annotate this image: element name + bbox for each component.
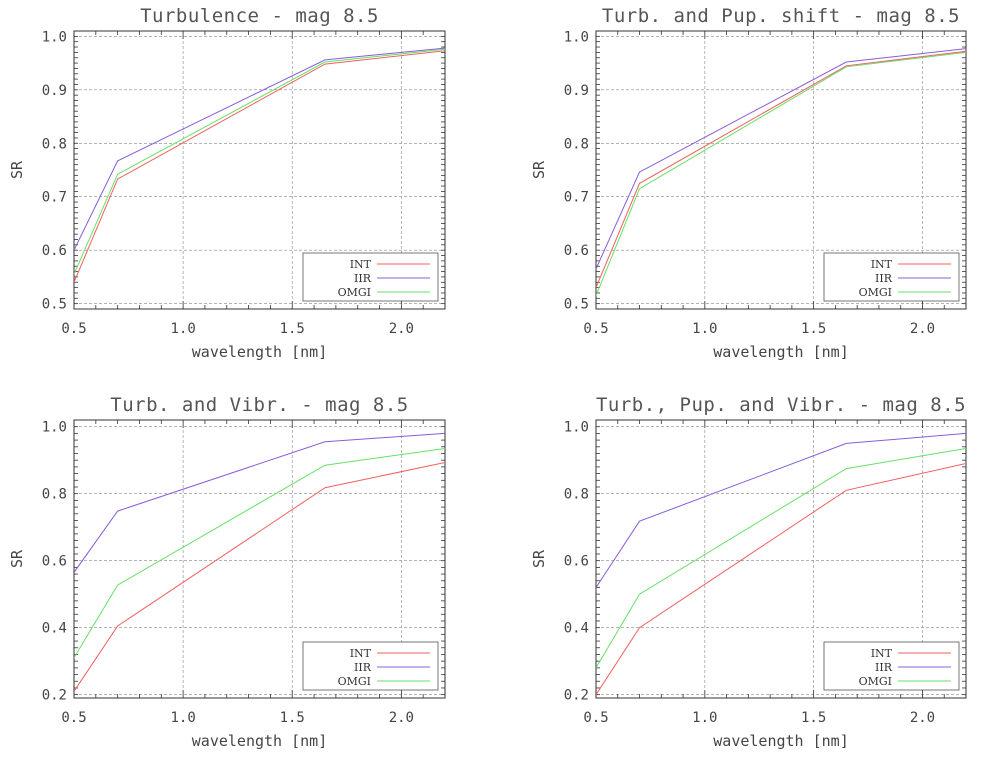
legend-label-omgi: OMGI (338, 675, 371, 688)
x-tick-label: 2.0 (910, 321, 935, 337)
series-group (74, 432, 445, 692)
chart-title: Turb., Pup. and Vibr. - mag 8.5 (596, 394, 966, 416)
y-tick-label: 0.5 (42, 297, 67, 313)
legend-label-iir: IIR (875, 661, 893, 674)
chart-title: Turb. and Vibr. - mag 8.5 (110, 394, 408, 416)
y-axis-label: SR (8, 549, 26, 568)
y-tick-label: 0.2 (42, 688, 67, 704)
x-tick-label: 1.0 (170, 710, 195, 726)
chart-panel-4: Turb., Pup. and Vibr. - mag 8.5 0.5 1.0 1.5… (530, 394, 967, 750)
x-tick-label: 2.0 (910, 710, 935, 726)
y-tick-label: 0.8 (42, 136, 67, 152)
series-line-int (74, 50, 445, 283)
series-group (596, 48, 966, 296)
series-line-iir (74, 47, 445, 251)
y-tick-label: 0.2 (564, 688, 589, 704)
x-axis-label: wavelength [nm] (192, 343, 327, 361)
y-tick-label: 0.6 (564, 554, 589, 570)
y-tick-label: 0.6 (42, 554, 67, 570)
y-tick-label: 0.7 (564, 190, 589, 206)
y-tick-label: 0.7 (42, 190, 67, 206)
x-tick-label: 2.0 (389, 710, 414, 726)
y-tick-label: 0.8 (564, 136, 589, 152)
y-tick-label: 1.0 (42, 420, 67, 436)
legend-label-iir: IIR (875, 272, 893, 285)
legend-label-int: INT (350, 258, 372, 271)
y-tick-label: 1.0 (42, 29, 67, 45)
series-group (74, 47, 445, 283)
series-line-int (596, 50, 966, 288)
y-tick-label: 0.8 (42, 487, 67, 503)
x-tick-label: 1.5 (801, 710, 826, 726)
y-tick-label: 0.9 (42, 83, 67, 99)
series-line-int (74, 462, 445, 692)
legend-label-omgi: OMGI (859, 675, 892, 688)
y-tick-label: 0.6 (564, 243, 589, 259)
x-axis-label: wavelength [nm] (713, 343, 848, 361)
x-tick-label: 0.5 (583, 710, 608, 726)
legend-box (302, 641, 439, 691)
legend-label-int: INT (350, 647, 372, 660)
legend-box (823, 641, 960, 691)
x-tick-label: 1.5 (280, 710, 305, 726)
x-tick-label: 1.5 (801, 321, 826, 337)
legend-box (823, 252, 960, 302)
x-tick-label: 1.0 (692, 321, 717, 337)
legend-box (302, 252, 439, 302)
y-tick-label: 0.4 (42, 621, 67, 637)
legend-label-omgi: OMGI (338, 286, 371, 299)
chart-panel-1: Turbulence - mag 8.5 0.5 1.0 1.5 2.0 0.5 0.6 0.… (8, 5, 446, 361)
x-tick-label: 1.0 (170, 321, 195, 337)
x-axis-label: wavelength [nm] (713, 732, 848, 750)
plot-frame (595, 419, 967, 699)
x-tick-label: 1.0 (692, 710, 717, 726)
series-group (596, 432, 966, 695)
y-tick-label: 0.5 (564, 297, 589, 313)
x-tick-label: 0.5 (61, 321, 86, 337)
legend-label-iir: IIR (354, 661, 372, 674)
y-tick-label: 0.8 (564, 487, 589, 503)
chart-title: Turbulence - mag 8.5 (140, 5, 379, 27)
series-line-iir (74, 432, 445, 573)
series-line-iir (596, 48, 966, 270)
series-line-int (596, 463, 966, 695)
y-axis-label: SR (530, 549, 548, 568)
chart-panel-2: Turb. and Pup. shift - mag 8.5 0.5 1.0 1.5 2… (530, 5, 967, 361)
series-line-iir (596, 432, 966, 588)
x-tick-label: 2.0 (389, 321, 414, 337)
y-tick-label: 0.4 (564, 621, 589, 637)
plot-frame (73, 419, 446, 699)
y-tick-label: 0.6 (42, 243, 67, 259)
legend-label-int: INT (871, 258, 893, 271)
legend-label-int: INT (871, 647, 893, 660)
x-tick-label: 1.5 (280, 321, 305, 337)
x-axis-label: wavelength [nm] (192, 732, 327, 750)
x-tick-label: 0.5 (583, 321, 608, 337)
chart-panel-3: Turb. and Vibr. - mag 8.5 0.5 1.0 1.5 2.0 0.2… (8, 394, 446, 750)
y-axis-label: SR (530, 160, 548, 179)
series-line-omgi (74, 48, 445, 275)
y-axis-label: SR (8, 160, 26, 179)
x-tick-label: 0.5 (61, 710, 86, 726)
series-line-omgi (596, 51, 966, 296)
legend-label-omgi: OMGI (859, 286, 892, 299)
chart-title: Turb. and Pup. shift - mag 8.5 (602, 5, 960, 27)
y-tick-label: 1.0 (564, 29, 589, 45)
series-line-omgi (596, 448, 966, 669)
y-tick-label: 1.0 (564, 420, 589, 436)
legend-label-iir: IIR (354, 272, 372, 285)
y-tick-label: 0.9 (564, 83, 589, 99)
series-line-omgi (74, 448, 445, 659)
